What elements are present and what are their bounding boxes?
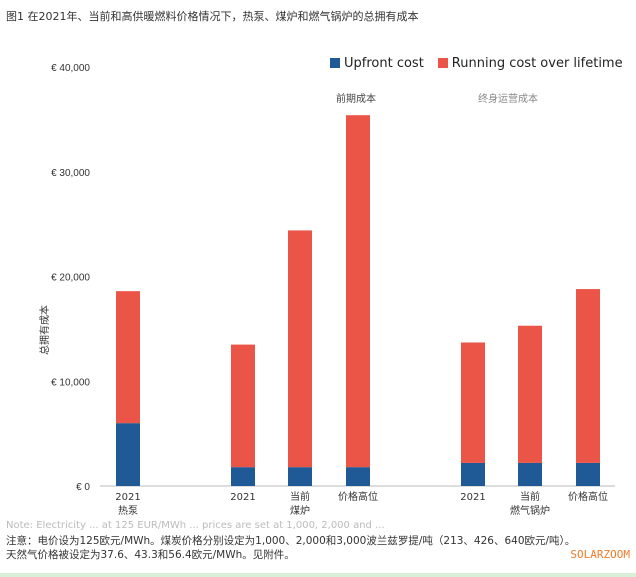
y-tick-label: € 0 (76, 482, 90, 493)
bar-running (461, 342, 485, 463)
y-axis-label: 总拥有成本 (38, 305, 51, 355)
note-row-2: 天然气价格被设定为37.6、43.3和56.4欧元/MWh。见附件。 SOLAR… (6, 548, 630, 562)
x-tick-label: 2021 (115, 492, 140, 503)
x-tick-label: 价格高位 (338, 490, 378, 503)
x-tick-label: 2021 (230, 492, 255, 503)
legend-item-running: Running cost over lifetime (437, 56, 623, 71)
notes: 注意：电价设为125欧元/MWh。煤炭价格分别设定为1,000、2,000和3,… (6, 534, 630, 562)
bar-upfront (576, 462, 600, 486)
bar-running (518, 325, 542, 463)
x-tick-label: 2021 (460, 492, 485, 503)
bar-running (116, 291, 140, 424)
note-line-2: 天然气价格被设定为37.6、43.3和56.4欧元/MWh。见附件。 (6, 549, 295, 561)
bar-running (231, 344, 255, 468)
bar-upfront (518, 462, 542, 486)
group-label: 煤炉 (290, 504, 310, 517)
group-label: 燃气锅炉 (510, 504, 550, 517)
y-tick-label: € 40,000 (51, 63, 90, 74)
x-tick-label: 价格高位 (568, 490, 608, 503)
bar-upfront (116, 423, 140, 486)
annotation-running: 终身运营成本 (478, 94, 538, 105)
note-line-1: 注意：电价设为125欧元/MWh。煤炭价格分别设定为1,000、2,000和3,… (6, 535, 576, 547)
figure-title: 图1 在2021年、当前和高供暖燃料价格情况下，热泵、煤炉和燃气锅炉的总拥有成本 (6, 10, 419, 23)
bar-running (346, 115, 370, 468)
bar-upfront (288, 467, 312, 486)
annotation-upfront: 前期成本 (336, 94, 376, 105)
watermark: SOLARZOOM (570, 548, 630, 561)
y-tick-label: € 30,000 (51, 168, 90, 179)
legend-item-upfront: Upfront cost (330, 56, 424, 71)
group-label: 热泵 (118, 504, 138, 517)
bar-upfront (346, 467, 370, 486)
y-tick-label: € 10,000 (51, 377, 90, 388)
frame-border (0, 573, 636, 577)
y-tick-label: € 20,000 (51, 273, 90, 284)
ghost-note: Note: Electricity ... at 125 EUR/MWh ...… (6, 520, 385, 531)
legend: Upfront cost Running cost over lifetime (330, 56, 623, 71)
x-tick-label: 当前 (290, 490, 310, 503)
x-tick-label: 当前 (520, 490, 540, 503)
bar-upfront (461, 462, 485, 486)
bar-running (288, 230, 312, 468)
bar-running (576, 289, 600, 463)
bar-upfront (231, 467, 255, 486)
